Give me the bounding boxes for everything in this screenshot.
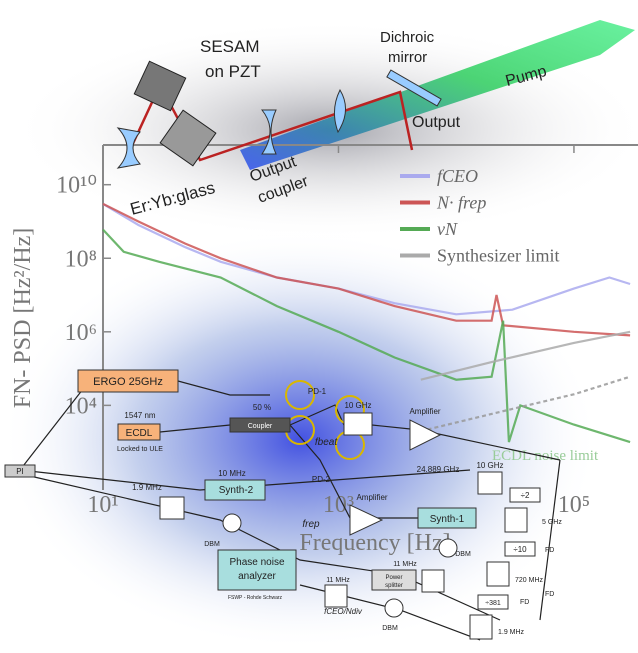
label: Synth-2 — [219, 485, 254, 496]
label: 10 GHz — [476, 461, 503, 470]
label: FD — [545, 547, 554, 554]
label: DBM — [455, 551, 471, 558]
label: ÷2 — [521, 491, 530, 500]
label: Coupler — [248, 423, 273, 430]
label: ERGO 25GHz — [93, 376, 163, 388]
label: FD — [520, 599, 529, 606]
label: analyzer — [238, 571, 276, 582]
label: DBM — [382, 625, 398, 632]
label: PD-2 — [312, 475, 331, 484]
x-tick-label: 10⁵ — [558, 492, 590, 518]
y-axis-label: FN- PSD [Hz²/Hz] — [10, 228, 36, 409]
legend-label: N· frep — [436, 193, 486, 213]
label: ÷381 — [485, 600, 501, 607]
label: Dichroic — [380, 29, 435, 46]
label: FSWP - Rohde Schwarz — [228, 595, 283, 601]
label: on PZT — [205, 62, 261, 81]
label: fCEO/Ndiv — [324, 607, 363, 616]
label: Output — [412, 114, 461, 131]
label: ÷10 — [513, 545, 527, 554]
label: Locked to ULE — [117, 446, 163, 453]
label: Power — [385, 575, 402, 581]
legend-label: νN — [437, 219, 458, 239]
legend-label: fCEO — [437, 166, 478, 186]
annotation: ECDL noise limit — [492, 448, 599, 464]
label: 720 MHz — [515, 577, 544, 584]
y-tick-label: 10⁸ — [65, 246, 97, 272]
y-tick-label: 10¹⁰ — [56, 173, 97, 199]
label: splitter — [385, 583, 403, 589]
label: FD — [545, 591, 554, 598]
label: 11 MHz — [326, 577, 350, 584]
label: Synth-1 — [430, 514, 465, 525]
label: PI — [16, 467, 24, 476]
label: mirror — [388, 49, 427, 66]
legend-label: Synthesizer limit — [437, 246, 559, 266]
label: fbeat — [315, 437, 338, 448]
label: 10 GHz — [344, 401, 371, 410]
label: 10 MHz — [218, 469, 246, 478]
label: Amplifier — [356, 493, 387, 502]
label: ECDL — [126, 428, 153, 439]
label: 11 MHz — [393, 561, 417, 568]
label: 1.9 MHz — [498, 629, 525, 636]
label: PD-1 — [308, 387, 327, 396]
label: 50 % — [253, 403, 271, 412]
label: SESAM — [200, 37, 260, 56]
label: 1.9 MHz — [132, 483, 162, 492]
label: 24.889 GHz — [417, 465, 460, 474]
label: Phase noise — [229, 557, 284, 568]
label: 5 GHz — [542, 519, 562, 526]
label: Amplifier — [409, 407, 440, 416]
y-tick-label: 10⁶ — [65, 320, 97, 346]
x-axis-label: Frequency [Hz] — [299, 530, 450, 556]
label: DBM — [204, 541, 220, 548]
label: frep — [302, 519, 320, 530]
figure: 10⁴10⁶10⁸10¹⁰10¹10³10⁵Frequency [Hz]FN- … — [0, 0, 638, 653]
label: 1547 nm — [124, 411, 155, 420]
